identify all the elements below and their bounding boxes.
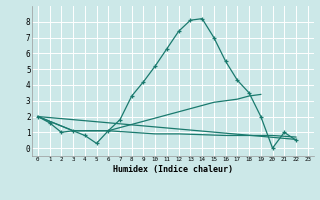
X-axis label: Humidex (Indice chaleur): Humidex (Indice chaleur) xyxy=(113,165,233,174)
